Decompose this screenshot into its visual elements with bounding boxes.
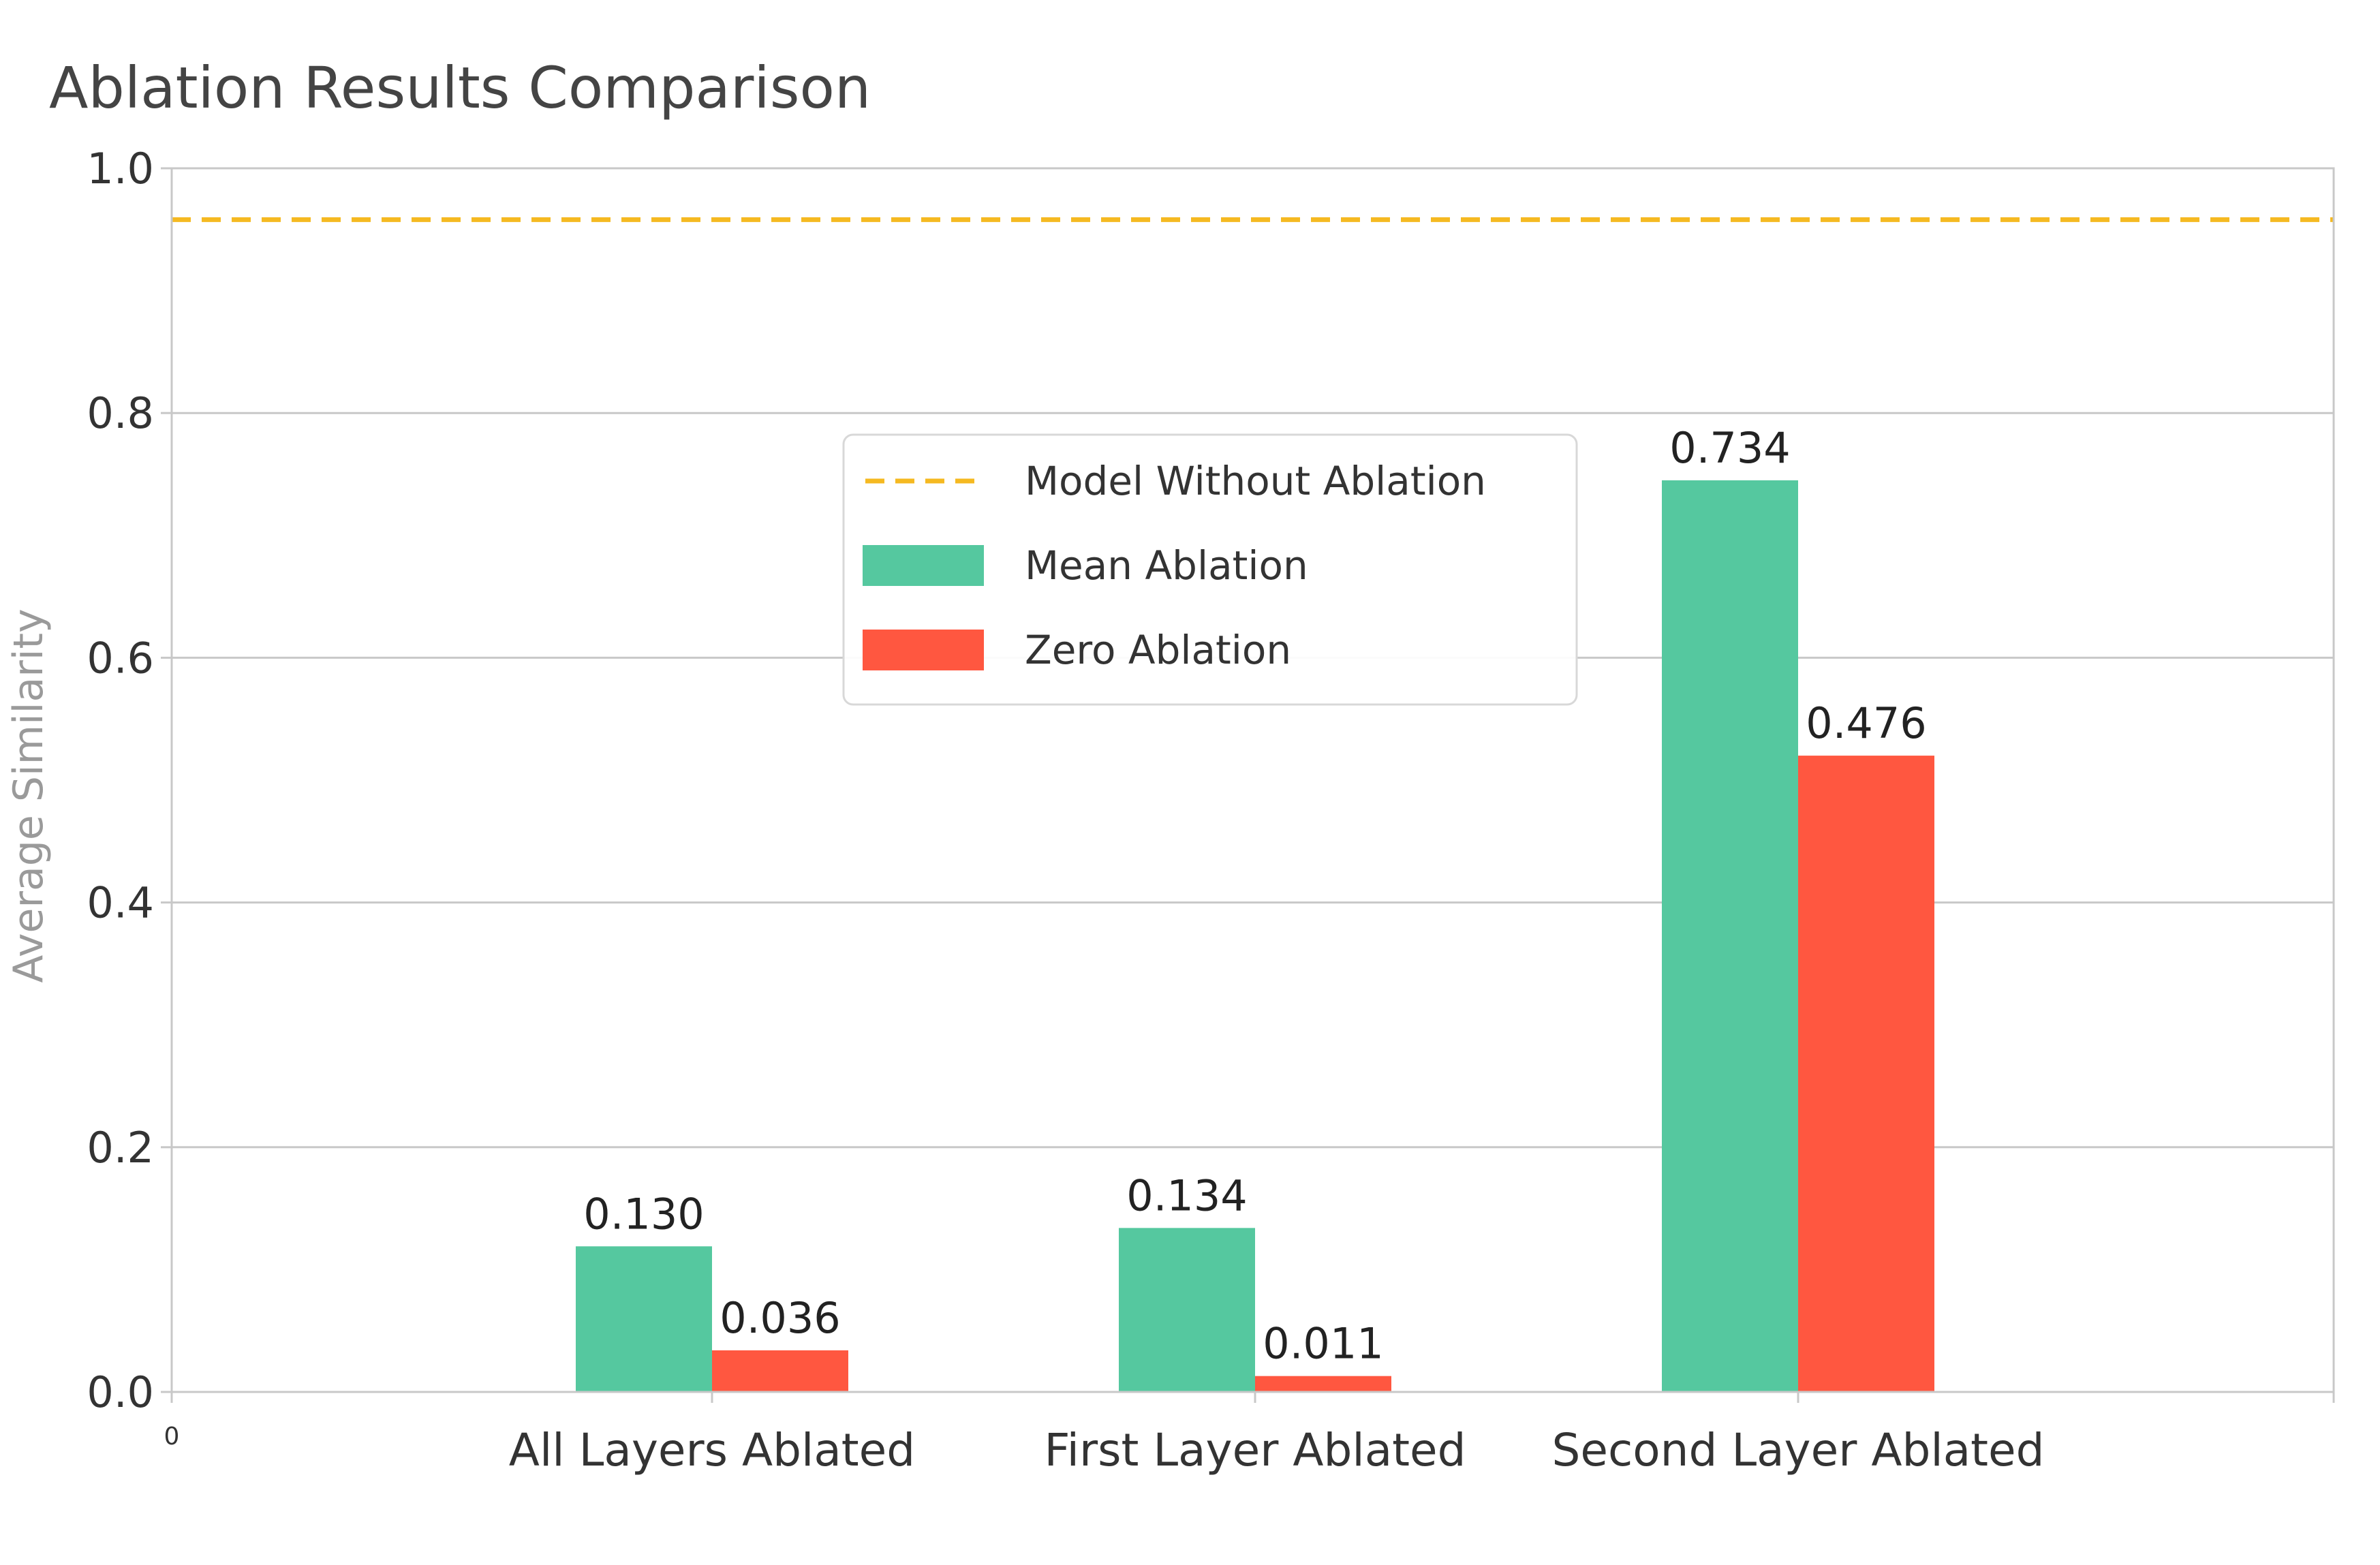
data-label: 0.130 (583, 1189, 705, 1239)
y-tick-label: 0.8 (87, 388, 154, 438)
legend-swatch (863, 545, 984, 586)
y-tick-label: 0.6 (87, 633, 154, 683)
labels-layer: 0.130 0.036 0.134 0.011 0.734 0.476 (583, 423, 1927, 1369)
x-tick-label: Second Layer Ablated (1551, 1424, 2044, 1476)
data-label: 0.134 (1126, 1171, 1248, 1220)
plot-frame (170, 167, 2335, 1393)
x-tick-label: All Layers Ablated (509, 1424, 915, 1476)
bars-layer (576, 480, 1934, 1392)
x-origin-label: 0 (164, 1423, 180, 1451)
legend-swatch (863, 630, 984, 670)
bar (1662, 480, 1798, 1392)
grid-layer (172, 167, 2334, 1393)
y-tick-label: 0.0 (87, 1367, 154, 1417)
data-label: 0.476 (1806, 698, 1927, 748)
axis-layer: 0.0 0.2 0.4 0.6 0.8 1.0 All Layers Ablated Firs… (87, 144, 2335, 1476)
legend-box (842, 433, 1578, 706)
bar (712, 1350, 848, 1392)
y-tick-label: 0.4 (87, 878, 154, 928)
data-label: 0.036 (720, 1293, 841, 1343)
y-tick-label: 1.0 (87, 144, 154, 193)
legend-label: Mean Ablation (1025, 542, 1308, 589)
data-label: 0.734 (1669, 423, 1791, 473)
legend: Model Without Ablation Mean Ablation Zero … (842, 433, 1578, 706)
y-axis-label: Average Similarity (5, 608, 52, 982)
y-tick-label: 0.2 (87, 1123, 154, 1173)
legend-label: Zero Ablation (1025, 627, 1291, 673)
bar (1798, 756, 1934, 1392)
data-label: 0.011 (1263, 1319, 1384, 1369)
chart-title: Ablation Results Comparison (49, 55, 871, 121)
legend-label: Model Without Ablation (1025, 458, 1486, 504)
x-tick-label: First Layer Ablated (1044, 1424, 1466, 1476)
bar (1255, 1376, 1391, 1392)
bar (1119, 1228, 1255, 1392)
bar (576, 1246, 712, 1392)
